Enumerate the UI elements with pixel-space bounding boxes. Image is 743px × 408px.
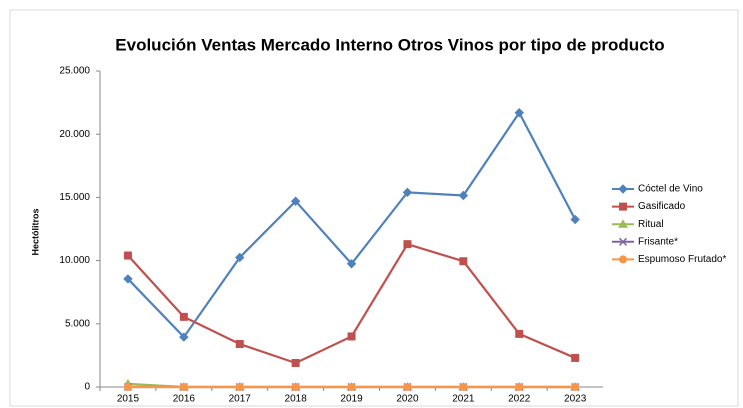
data-point xyxy=(235,340,244,349)
data-point xyxy=(347,332,356,341)
series-line xyxy=(127,110,577,339)
legend-label: Frisante* xyxy=(638,236,678,247)
data-point xyxy=(515,383,524,391)
legend-label: Ritual xyxy=(638,219,664,230)
data-point xyxy=(123,383,132,391)
data-point xyxy=(235,383,244,391)
data-point xyxy=(459,383,468,391)
data-point xyxy=(291,383,300,391)
x-tick-label: 2018 xyxy=(285,394,308,405)
legend-label: Cóctel de Vino xyxy=(638,184,703,195)
x-tick-label: 2023 xyxy=(564,394,587,405)
data-point xyxy=(123,251,132,260)
legend-marker xyxy=(618,219,628,228)
x-tick-label: 2022 xyxy=(508,394,531,405)
data-point xyxy=(290,196,301,206)
y-tick-label: 20.000 xyxy=(59,129,90,140)
legend-marker xyxy=(618,237,628,246)
data-point xyxy=(179,332,189,342)
legend-marker xyxy=(619,255,627,264)
data-point xyxy=(458,190,469,201)
legend-marker xyxy=(619,202,627,211)
y-axis-label: Hectólitros xyxy=(30,208,40,255)
x-tick-label: 2020 xyxy=(396,394,419,405)
data-point xyxy=(514,108,524,118)
data-point xyxy=(179,312,188,321)
x-tick-label: 2019 xyxy=(340,394,363,405)
y-tick-label: 0 xyxy=(84,382,90,393)
data-point xyxy=(347,383,356,391)
y-tick-label: 10.000 xyxy=(59,255,90,266)
x-tick-label: 2016 xyxy=(173,394,196,405)
data-point xyxy=(402,187,413,198)
chart-frame xyxy=(9,9,739,407)
legend-label: Gasificado xyxy=(638,201,686,212)
data-point xyxy=(459,257,468,266)
x-tick-label: 2021 xyxy=(452,394,475,405)
data-point xyxy=(515,329,524,338)
legend-marker xyxy=(618,184,628,194)
chart-title: Evolución Ventas Mercado Interno Otros V… xyxy=(115,35,664,54)
data-point xyxy=(571,353,580,362)
y-tick-label: 25.000 xyxy=(59,66,90,77)
data-point xyxy=(571,383,580,391)
data-point xyxy=(570,214,580,225)
legend-label: Espumoso Frutado* xyxy=(638,254,726,265)
x-tick-label: 2017 xyxy=(229,394,252,405)
data-point xyxy=(123,274,133,284)
y-tick-label: 15.000 xyxy=(59,192,90,203)
y-tick-label: 5.000 xyxy=(65,318,90,329)
x-tick-label: 2015 xyxy=(117,394,140,405)
data-point xyxy=(403,383,412,391)
data-point xyxy=(403,240,412,249)
data-point xyxy=(235,252,245,263)
data-point xyxy=(346,259,357,269)
data-point xyxy=(179,383,188,391)
data-point xyxy=(291,358,300,367)
